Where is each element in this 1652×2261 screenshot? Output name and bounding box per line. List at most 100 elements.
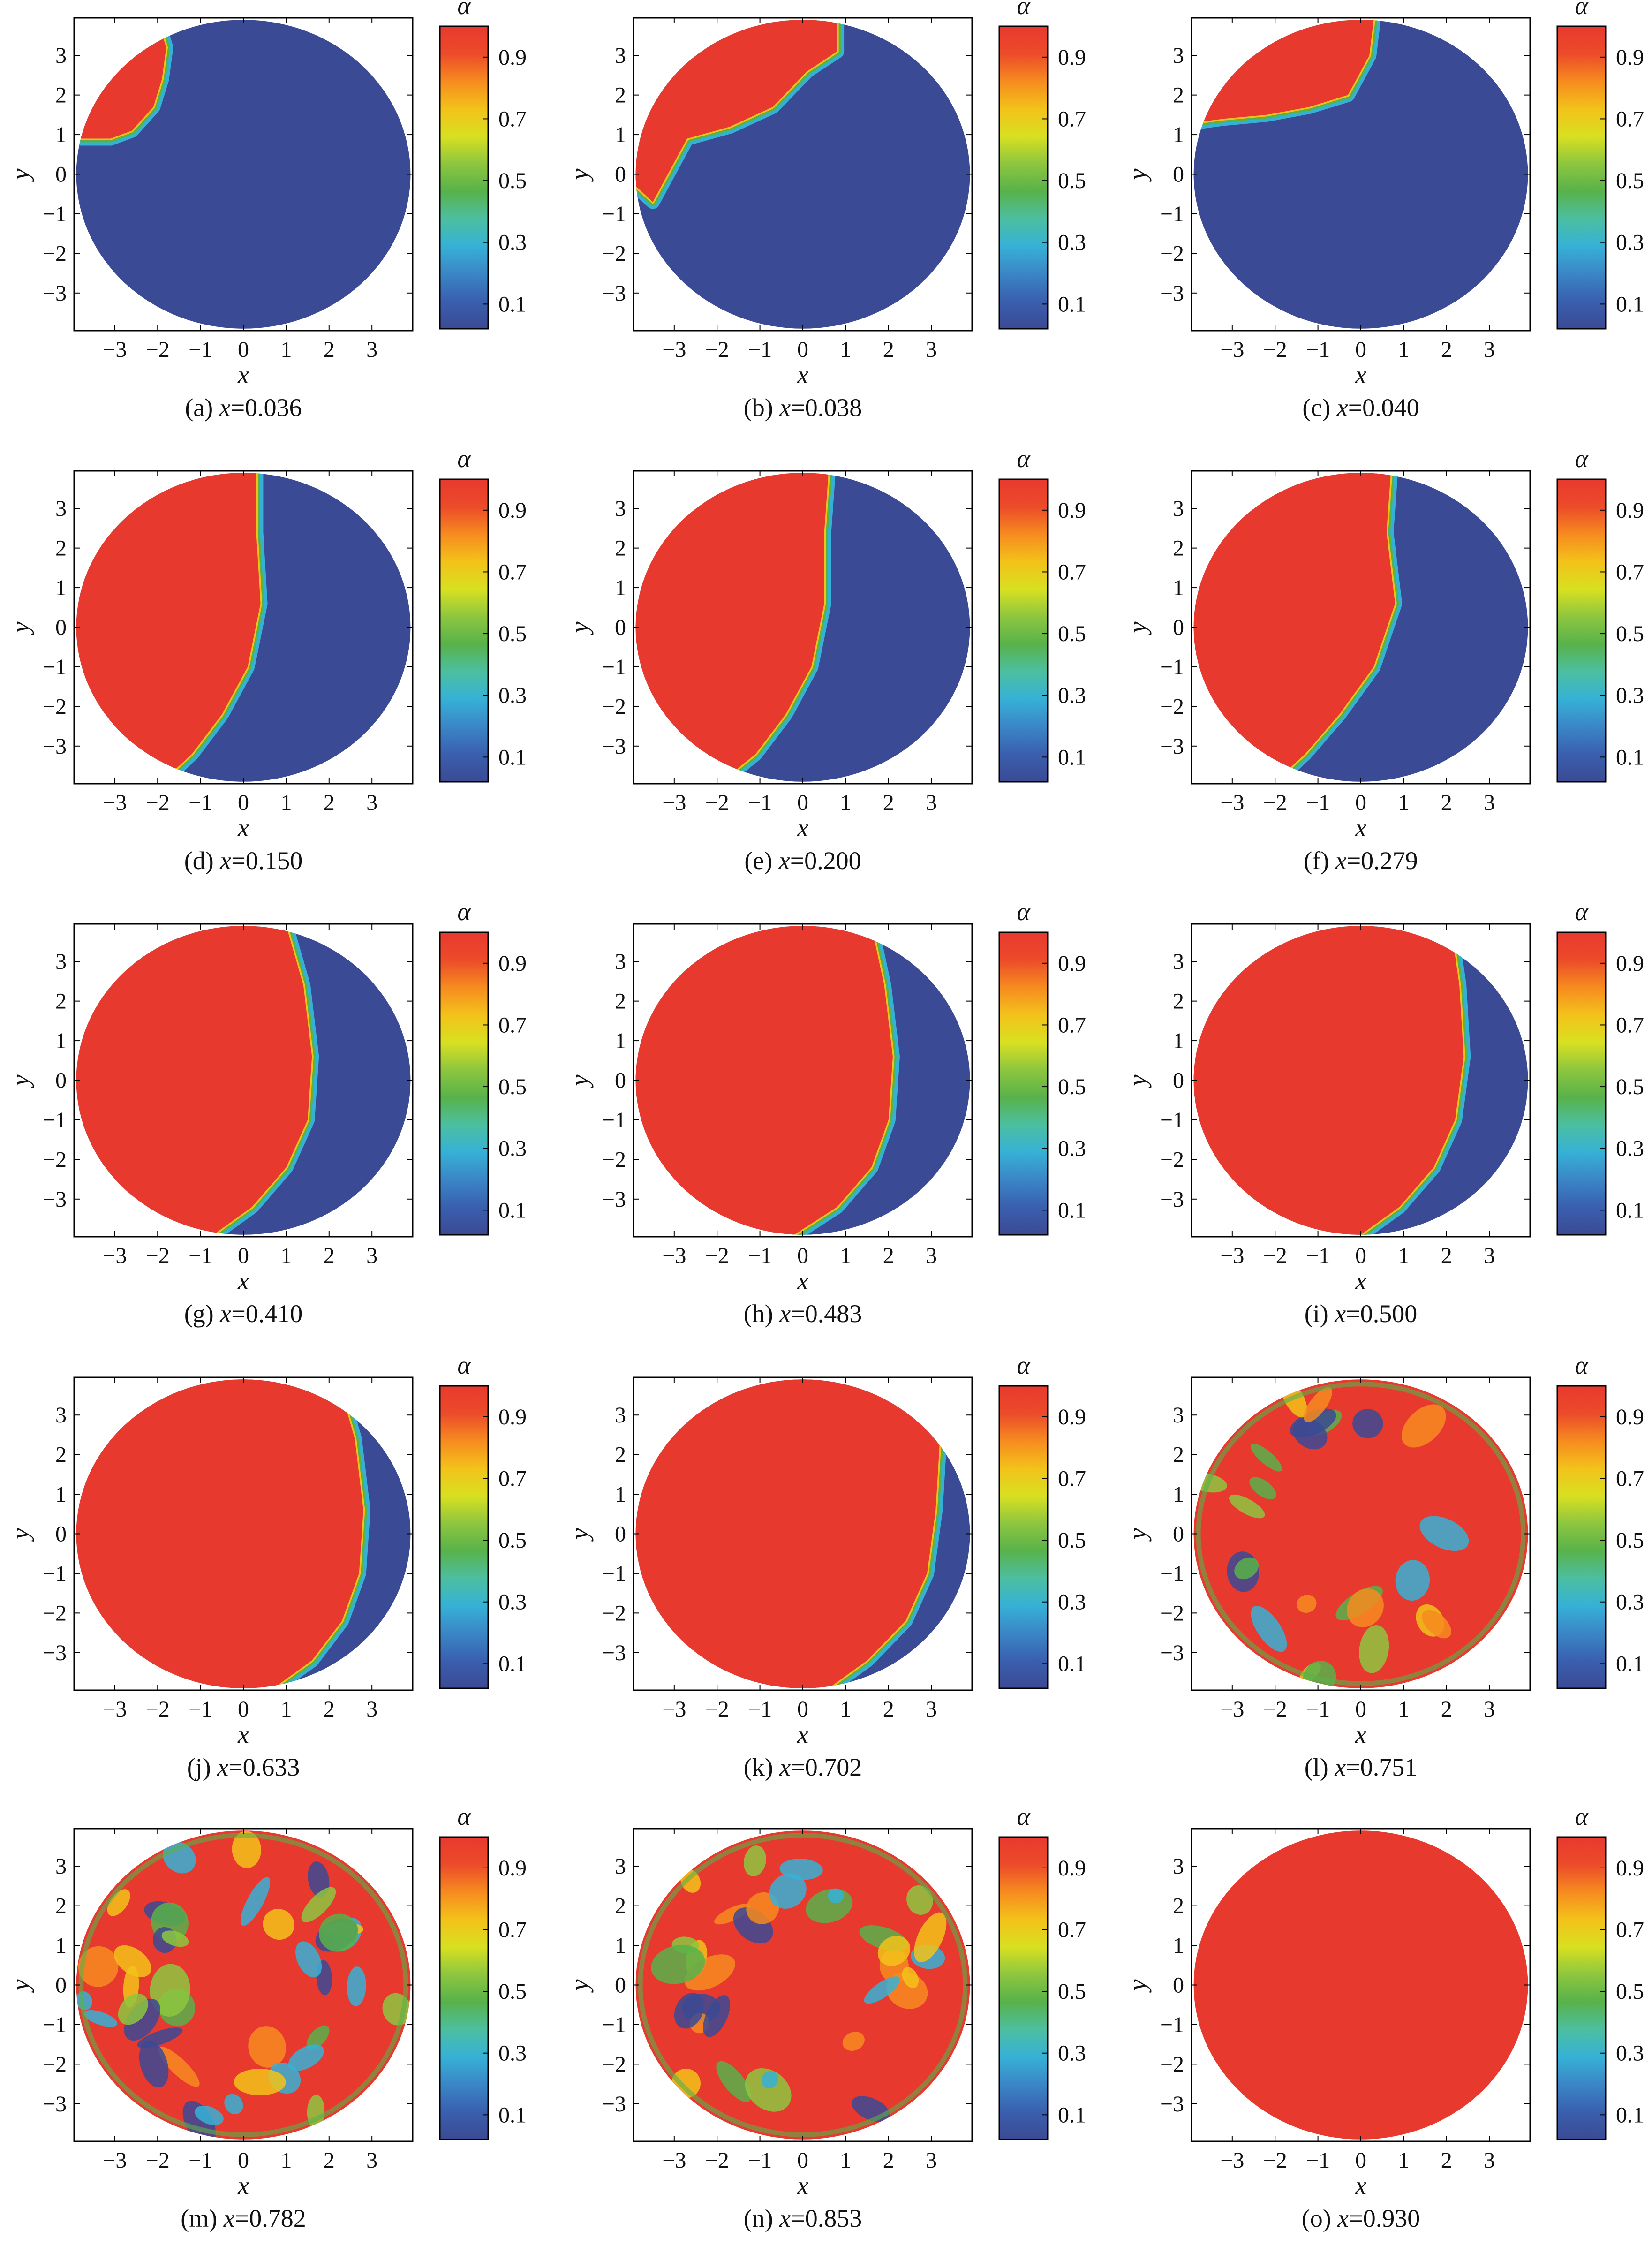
x-tick-label: −3	[103, 790, 127, 815]
mixing-structure	[195, 2105, 224, 2125]
x-tick-label: 0	[238, 1697, 249, 1722]
y-tick-label: 2	[55, 1894, 67, 1919]
x-tick-label: −1	[1306, 790, 1330, 815]
panel-o: −3 −2 −1 0 1 2 3 3 2 1 0 −1 −2 −3 x y α 0.1 0.3 0.5 0.7 0.9 (o…	[1124, 1802, 1644, 2232]
panel-caption: (l) x=0.751	[1305, 1753, 1417, 1781]
x-tick-label: 0	[238, 337, 249, 362]
y-tick-label: −3	[1160, 2092, 1184, 2117]
colorbar	[998, 1836, 1049, 2140]
y-tick-label: −3	[602, 2092, 626, 2117]
y-tick-label: 1	[55, 1482, 67, 1507]
mixing-structure	[83, 2010, 118, 2027]
y-tick-label: 0	[615, 615, 626, 640]
y-tick-label: 3	[1173, 949, 1184, 974]
x-axis-label: x	[237, 2171, 249, 2200]
panel-n: −3 −2 −1 0 1 2 3 3 2 1 0 −1 −2 −3 x y α 0.1 0.3 0.5 0.7 0.9 (n…	[566, 1802, 1086, 2232]
y-tick-label: −3	[602, 1641, 626, 1665]
x-tick-label: 1	[280, 1243, 292, 1268]
colorbar-tick-label: 0.7	[498, 560, 527, 584]
panel-caption: (k) x=0.702	[744, 1753, 862, 1781]
y-tick-label: 1	[55, 575, 67, 600]
volume-fraction-field	[635, 473, 836, 782]
caption-panel-letter: (c)	[1302, 393, 1330, 422]
mixing-structure	[234, 2068, 286, 2095]
y-tick-label: 2	[615, 1894, 626, 1919]
y-axis-label: y	[1124, 1979, 1152, 1993]
caption-variable: x	[779, 393, 791, 422]
x-tick-label: −2	[146, 1697, 170, 1722]
x-tick-label: 1	[280, 2148, 292, 2173]
x-tick-label: 3	[1484, 1697, 1495, 1722]
caption-value: =0.200	[790, 847, 861, 875]
y-tick-label: 1	[1173, 1933, 1184, 1958]
caption-variable: x	[219, 847, 231, 875]
colorbar-tick-label: 0.7	[498, 1466, 527, 1491]
caption-space	[213, 393, 219, 422]
caption-variable: x	[1334, 1300, 1346, 1328]
caption-panel-letter: (f)	[1304, 847, 1329, 875]
caption-space	[211, 1753, 218, 1781]
colorbar-tick-label: 0.7	[1616, 1466, 1644, 1491]
liquid-region	[635, 1379, 940, 1688]
wall-film-band	[638, 1833, 968, 2137]
colorbar	[439, 478, 489, 783]
mixing-structure	[1352, 1409, 1383, 1438]
x-tick-label: 2	[883, 1697, 894, 1722]
colorbar-tick-label: 0.9	[1616, 951, 1644, 976]
colorbar-tick-label: 0.5	[1058, 1528, 1086, 1553]
colorbar	[439, 25, 489, 330]
x-tick-label: 3	[366, 1697, 377, 1722]
mixing-structure	[842, 2032, 865, 2051]
caption-value: =0.633	[228, 1753, 300, 1781]
caption-value: =0.853	[791, 2204, 862, 2232]
x-tick-label: −3	[662, 2148, 686, 2173]
panel-caption: (h) x=0.483	[744, 1300, 862, 1328]
x-tick-label: −1	[1306, 2148, 1330, 2173]
panel-caption: (m) x=0.782	[181, 2204, 306, 2232]
y-tick-label: −1	[1160, 655, 1184, 680]
colorbar-tick-label: 0.3	[1058, 1136, 1086, 1161]
x-tick-label: 3	[366, 337, 377, 362]
y-axis-label: y	[1124, 168, 1152, 182]
x-axis-label: x	[1355, 1720, 1366, 1748]
x-tick-label: 1	[1398, 2148, 1409, 2173]
liquid-region	[76, 1379, 363, 1688]
mixing-structure	[158, 2047, 200, 2087]
x-tick-label: 2	[1441, 337, 1452, 362]
y-axis-label: y	[1124, 621, 1152, 635]
colorbar-tick-label: 0.9	[498, 1856, 527, 1881]
colorbar	[1556, 931, 1607, 1236]
x-tick-label: −3	[103, 337, 127, 362]
x-tick-label: −1	[189, 2148, 212, 2173]
x-tick-label: 1	[840, 2148, 851, 2173]
y-tick-label: −2	[1160, 241, 1184, 266]
y-tick-label: −3	[602, 281, 626, 306]
volume-fraction-field	[1193, 473, 1403, 782]
y-tick-label: −1	[602, 2012, 626, 2037]
colorbar-tick-label: 0.1	[1058, 1198, 1086, 1223]
panel-g: −3 −2 −1 0 1 2 3 3 2 1 0 −1 −2 −3 x y α 0.1 0.3 0.5 0.7 0.9 (g…	[6, 898, 527, 1328]
interface-band-yellow	[635, 1379, 942, 1688]
x-tick-label: −3	[103, 1697, 127, 1722]
panel-caption: (d) x=0.150	[184, 847, 302, 875]
y-tick-label: 1	[1173, 122, 1184, 147]
caption-variable: x	[1337, 2204, 1349, 2232]
colorbar	[1556, 25, 1607, 330]
x-tick-label: 2	[883, 1243, 894, 1268]
colorbar-title: α	[457, 1802, 471, 1830]
mixing-structure	[906, 1885, 933, 1915]
x-tick-label: 3	[926, 790, 937, 815]
colorbar-tick-label: 0.1	[1058, 745, 1086, 770]
y-tick-label: 3	[1173, 496, 1184, 521]
y-tick-label: −2	[602, 1601, 626, 1626]
flow-domain	[1193, 1379, 1528, 1688]
x-tick-label: 0	[1355, 2148, 1366, 2173]
colorbar	[998, 931, 1049, 1236]
colorbar-tick-label: 0.7	[498, 1917, 527, 1942]
y-tick-label: 2	[615, 1443, 626, 1467]
caption-value: =0.040	[1348, 393, 1419, 422]
y-tick-label: −1	[43, 1561, 67, 1586]
y-tick-label: 2	[1173, 989, 1184, 1014]
colorbar-tick-label: 0.3	[1616, 2041, 1644, 2066]
